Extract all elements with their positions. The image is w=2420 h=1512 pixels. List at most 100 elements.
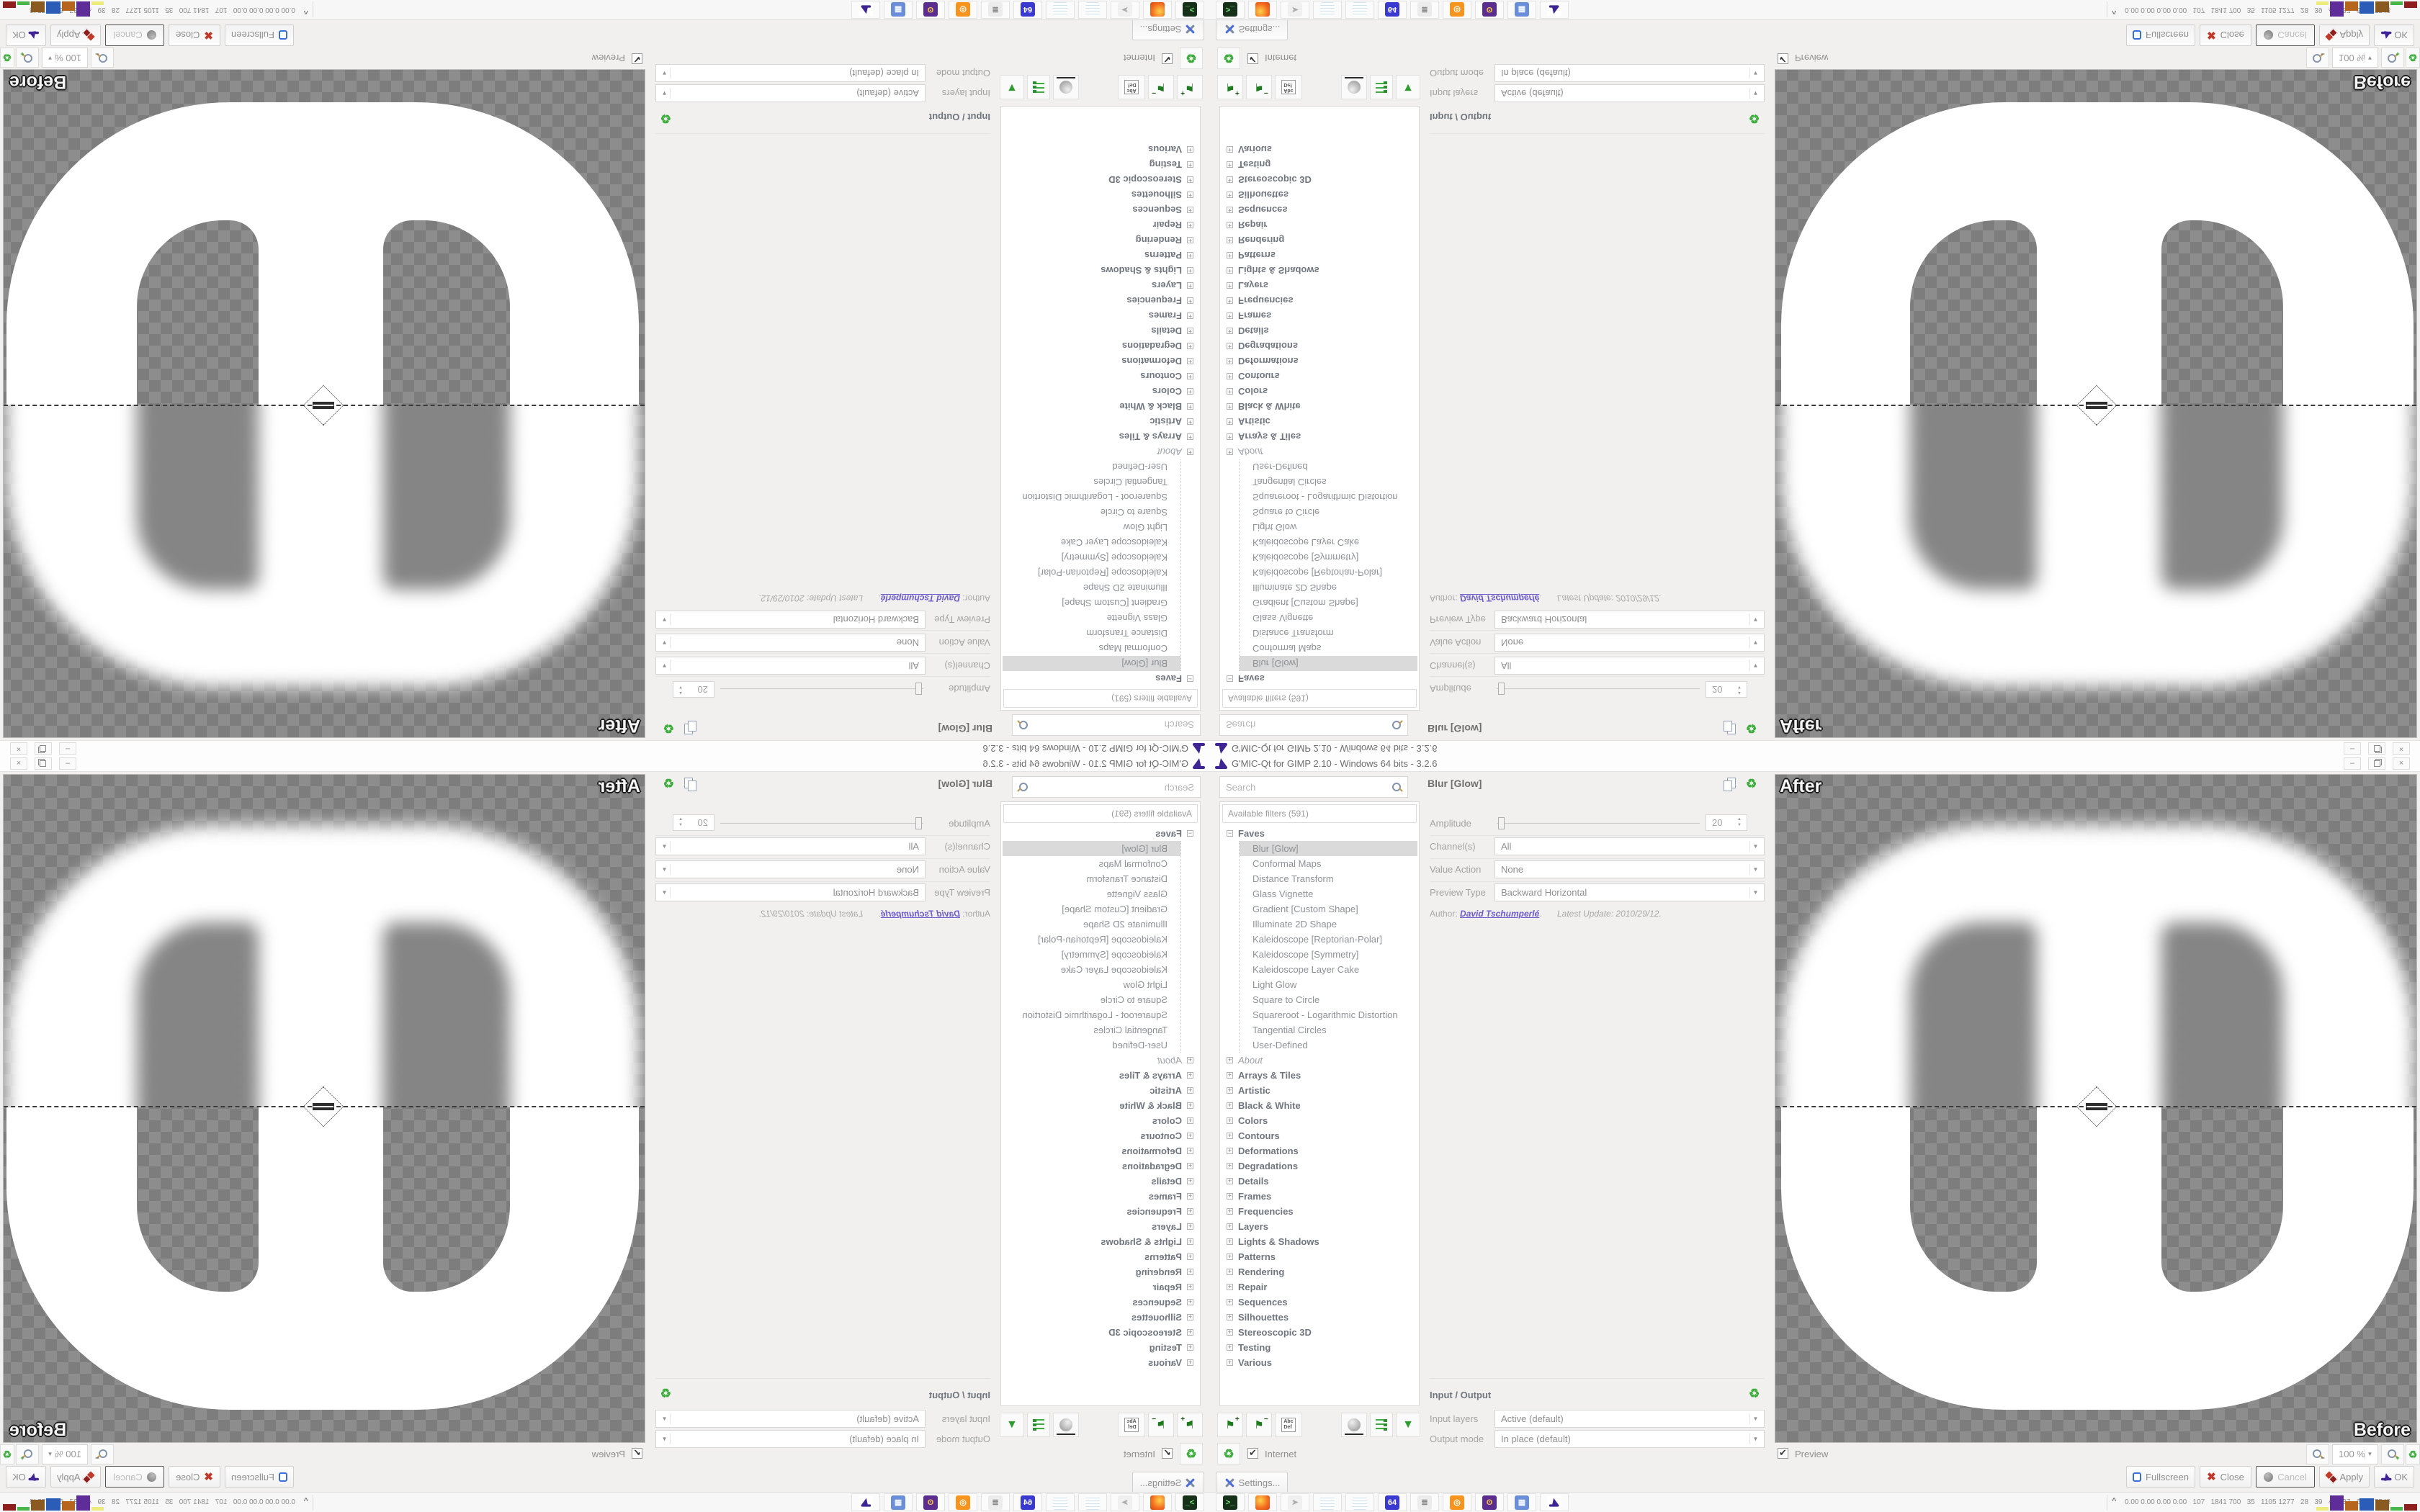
blender-icon[interactable]: ◎ [949, 1, 977, 19]
filter-category[interactable]: + Frequencies [1126, 1206, 1193, 1217]
rename-fave-button[interactable]: Abc Def [1275, 1413, 1302, 1437]
filter-category[interactable]: + Details [1227, 325, 1269, 336]
io-reset-icon[interactable] [660, 1387, 671, 1400]
preview-type-dropdown[interactable]: Backward Horizontal ▼ [1494, 611, 1765, 629]
expand-icon[interactable]: + [1227, 373, 1233, 380]
amplitude-spinbox[interactable]: 20 ▲ ▼ [1706, 814, 1747, 831]
expand-icon[interactable]: + [1187, 358, 1193, 365]
filter-category[interactable]: + Various [1227, 1357, 1272, 1368]
amplitude-slider-track[interactable] [720, 688, 923, 689]
filter-item[interactable]: Illuminate 2D Shape [1252, 919, 1337, 930]
expand-icon[interactable]: + [1187, 1344, 1193, 1351]
filter-category[interactable]: + Testing [1149, 1342, 1193, 1353]
amplitude-spinbox[interactable]: 20 ▲ ▼ [1706, 681, 1747, 698]
remove-fave-button[interactable]: ⚑ − [1246, 75, 1272, 99]
notepad-icon[interactable] [1078, 1493, 1107, 1511]
preview-type-dropdown[interactable]: Backward Horizontal ▼ [655, 883, 926, 901]
calculator-icon[interactable]: ▦ [884, 1, 913, 19]
expand-icon[interactable]: + [1227, 1328, 1233, 1336]
terminal-icon[interactable]: >_ [1175, 1493, 1204, 1511]
filter-item[interactable]: Kaleidoscope [Symmetry] [1252, 552, 1359, 563]
expand-icon[interactable]: + [1227, 192, 1233, 199]
search-input[interactable] [1013, 777, 1200, 797]
cancel-button[interactable]: Cancel [105, 1466, 164, 1488]
filter-item[interactable]: Kaleidoscope Layer Cake [1060, 537, 1168, 548]
expand-all-button[interactable]: ▼ [1396, 1413, 1420, 1437]
filter-category[interactable]: + Contours [1140, 371, 1193, 382]
filter-category[interactable]: + Stereoscopic 3D [1108, 1327, 1193, 1338]
filter-category[interactable]: + Contours [1140, 1130, 1193, 1141]
expand-icon[interactable]: + [1227, 388, 1233, 395]
preview-pane[interactable]: After Before [1775, 774, 2417, 1443]
remove-fave-button[interactable]: ⚑ − [1148, 75, 1174, 99]
filter-category[interactable]: + Frames [1148, 310, 1193, 321]
preview-pane[interactable]: After Before [3, 774, 645, 1443]
filter-category[interactable]: + Frequencies [1227, 1206, 1294, 1217]
amplitude-slider-handle[interactable] [1498, 683, 1505, 695]
expand-icon[interactable]: + [1187, 449, 1193, 456]
collapse-icon[interactable]: − [1187, 675, 1193, 683]
fullscreen-button[interactable]: Fullscreen [225, 1466, 294, 1488]
filter-category[interactable]: + Lights & Shadows [1101, 265, 1193, 276]
expand-icon[interactable]: + [1187, 328, 1193, 335]
internet-checkbox[interactable] [1162, 53, 1173, 64]
filter-category[interactable]: + Lights & Shadows [1227, 1236, 1319, 1247]
rename-fave-button[interactable]: Abc Def [1118, 75, 1145, 99]
cancel-button[interactable]: Cancel [105, 24, 164, 46]
expand-icon[interactable]: + [1227, 403, 1233, 410]
expand-icon[interactable]: + [1227, 433, 1233, 441]
filter-category[interactable]: + Rendering [1135, 235, 1193, 246]
expand-icon[interactable]: + [1187, 1117, 1193, 1124]
zoom-out-button[interactable]: − [2306, 48, 2329, 68]
amplitude-slider-handle[interactable] [1498, 817, 1505, 829]
filter-item[interactable]: Distance Transform [1086, 628, 1168, 639]
zoom-level-dropdown[interactable]: 100 % ▼ [2332, 48, 2378, 68]
expand-icon[interactable]: + [1187, 1253, 1193, 1260]
filter-category[interactable]: + Stereoscopic 3D [1108, 174, 1193, 185]
input-layers-dropdown[interactable]: Active (default) ▼ [655, 84, 926, 102]
filter-category[interactable]: + Degradations [1121, 1161, 1193, 1171]
apply-button[interactable]: Apply [50, 24, 101, 46]
preview-checkbox[interactable] [632, 1448, 642, 1459]
reset-filter-icon[interactable] [1746, 722, 1757, 734]
expand-icon[interactable]: + [1227, 1207, 1233, 1215]
rename-fave-button[interactable]: Abc Def [1118, 1413, 1145, 1437]
filter-category[interactable]: + Artistic [1150, 416, 1193, 427]
script-icon[interactable]: ≣ [981, 1, 1010, 19]
amplitude-slider-track[interactable] [1497, 823, 1700, 824]
ok-button[interactable]: OK [6, 24, 46, 46]
internet-checkbox[interactable] [1247, 1447, 1258, 1459]
preview-checkbox[interactable] [1778, 53, 1788, 64]
filter-tree[interactable]: − Faves Blur [Glow] Conformal Maps Distanc… [1220, 826, 1417, 1404]
expand-icon[interactable]: + [1227, 207, 1233, 214]
floppy64-icon[interactable]: 64 [1378, 1493, 1407, 1511]
filter-tree[interactable]: − Faves Blur [Glow] Conformal Maps Distanc… [1003, 108, 1200, 686]
filter-category[interactable]: + Colors [1152, 386, 1193, 397]
filter-category[interactable]: + Repair [1152, 1282, 1193, 1292]
internet-checkbox[interactable] [1247, 53, 1258, 64]
search-input[interactable] [1220, 715, 1407, 735]
channels-dropdown[interactable]: All ▼ [655, 837, 926, 855]
preview-type-dropdown[interactable]: Backward Horizontal ▼ [1494, 883, 1765, 901]
cancel-button[interactable]: Cancel [2256, 1466, 2315, 1488]
filter-category[interactable]: + Layers [1152, 1221, 1193, 1232]
filter-category[interactable]: + Rendering [1227, 235, 1285, 246]
expand-icon[interactable]: + [1187, 312, 1193, 320]
filter-item[interactable]: Illuminate 2D Shape [1083, 582, 1168, 593]
calculator-icon[interactable]: ▦ [1507, 1, 1536, 19]
filter-item[interactable]: Tangential Circles [1252, 477, 1327, 487]
expand-icon[interactable]: + [1187, 1313, 1193, 1320]
amplitude-slider-track[interactable] [1497, 688, 1700, 689]
filter-category[interactable]: + Deformations [1121, 1146, 1193, 1156]
expand-icon[interactable]: + [1187, 1056, 1193, 1063]
expand-icon[interactable]: + [1187, 1268, 1193, 1275]
floppy64-icon[interactable]: 64 [1013, 1493, 1042, 1511]
expand-icon[interactable]: + [1227, 1253, 1233, 1260]
expand-icon[interactable]: + [1187, 1192, 1193, 1200]
filter-item[interactable]: Distance Transform [1252, 628, 1334, 639]
expand-icon[interactable]: + [1187, 1147, 1193, 1154]
output-mode-dropdown[interactable]: In place (default) ▼ [1494, 1430, 1765, 1448]
filter-category[interactable]: + Layers [1152, 280, 1193, 291]
reset-filter-icon[interactable] [663, 722, 674, 734]
filter-category[interactable]: + Deformations [1227, 356, 1299, 366]
